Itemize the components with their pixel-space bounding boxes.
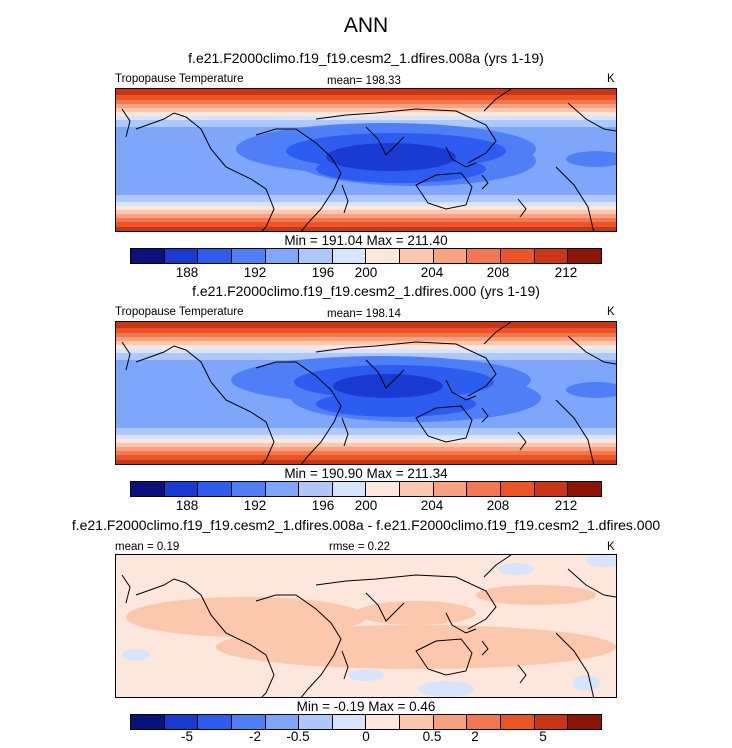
panel1-tick: 208 (486, 265, 510, 280)
panel3-contour-field (116, 555, 616, 697)
panel2-tick: 208 (486, 498, 510, 513)
panel3-tick: 2 (471, 729, 479, 744)
panel1-contour-field (116, 89, 616, 231)
panel2-contour-field (116, 322, 616, 464)
panel3-rmse-label: rmse = 0.22 (329, 541, 391, 553)
panel2-mean-label: mean= 198.14 (327, 308, 401, 320)
panel3-mean-label: mean = 0.19 (115, 541, 180, 553)
panel1-mean-label: mean= 198.33 (327, 75, 401, 87)
panel1-tick: 200 (354, 265, 378, 280)
panel2-minmax: Min = 190.90 Max = 211.34 (284, 466, 448, 481)
panel1-map (115, 88, 617, 232)
panel1-tick: 204 (420, 265, 444, 280)
panel3-map (115, 554, 617, 698)
panel3-tick: 0 (362, 729, 370, 744)
panel3-tick: 5 (539, 729, 547, 744)
panel2-units-label: K (607, 306, 615, 318)
panel2-map (115, 321, 617, 465)
panel3-units-label: K (607, 541, 615, 553)
panel1-title: f.e21.F2000climo.f19_f19.cesm2_1.dfires.… (188, 50, 544, 66)
panel1-tick: 212 (554, 265, 578, 280)
panel2-colorbar-ticks: 188 192 196 200 204 208 212 (130, 498, 602, 516)
panel1-tick: 196 (311, 265, 335, 280)
panel2-colorbar (130, 481, 602, 497)
panel1-minmax: Min = 191.04 Max = 211.40 (284, 233, 448, 248)
panel2-title: f.e21.F2000climo.f19_f19.cesm2_1.dfires.… (192, 283, 540, 299)
panel3-tick: -0.5 (286, 729, 310, 744)
panel2-tick: 188 (175, 498, 199, 513)
panel2-tick: 192 (243, 498, 267, 513)
panel3-title: f.e21.F2000climo.f19_f19.cesm2_1.dfires.… (71, 517, 661, 533)
panel2-tick: 200 (354, 498, 378, 513)
panel3-minmax: Min = -0.19 Max = 0.46 (296, 699, 436, 714)
panel2-tick: 204 (420, 498, 444, 513)
panel1-colorbar-ticks: 188 192 196 200 204 208 212 (130, 265, 602, 283)
panel3-colorbar (130, 714, 602, 730)
panel2-tick: 212 (554, 498, 578, 513)
panel3-tick: 0.5 (422, 729, 442, 744)
panel1-tick: 192 (243, 265, 267, 280)
panel1-units-label: K (607, 73, 615, 85)
panel3-colorbar-ticks: -5 -2 -0.5 0 0.5 2 5 (130, 729, 602, 747)
panel2-variable-label: Tropopause Temperature (115, 306, 244, 318)
panel3-tick: -2 (248, 729, 262, 744)
panel1-colorbar (130, 248, 602, 264)
figure-title: ANN (343, 14, 389, 37)
panel1-tick: 188 (175, 265, 199, 280)
panel2-tick: 196 (311, 498, 335, 513)
panel1-variable-label: Tropopause Temperature (115, 73, 244, 85)
panel3-tick: -5 (180, 729, 194, 744)
